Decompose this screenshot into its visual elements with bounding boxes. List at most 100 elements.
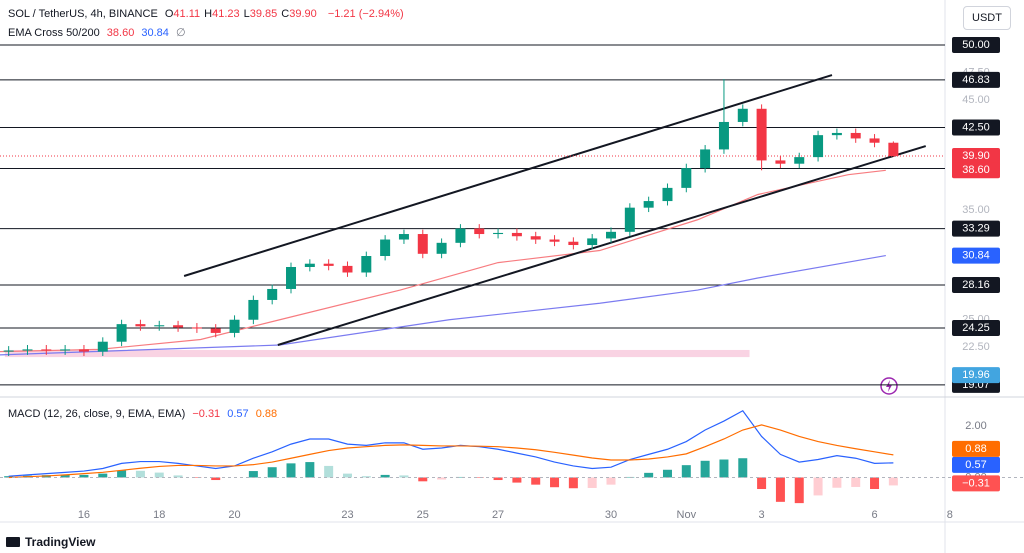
candle-body: [888, 142, 899, 157]
candle-body: [229, 319, 240, 333]
price-label: 30.84: [962, 249, 990, 261]
x-tick-label: 25: [417, 509, 429, 521]
candle-body: [455, 228, 466, 243]
histogram-bar: [700, 460, 710, 478]
change: −1.21 (−2.94%): [327, 8, 404, 20]
indicator-name: EMA Cross 50/200: [8, 27, 100, 39]
level-label: 28.16: [962, 279, 990, 291]
histogram-bar: [98, 473, 108, 478]
histogram-bar: [888, 477, 898, 486]
histogram-bar: [719, 459, 729, 478]
price-label: 38.60: [962, 164, 990, 176]
candle-body: [22, 349, 33, 351]
histogram-bar: [380, 474, 390, 478]
symbol-legend: SOL / TetherUS, 4h, BINANCE O41.11 H41.23…: [8, 8, 408, 20]
price-label: 19.96: [962, 369, 990, 381]
candle-body: [304, 263, 315, 267]
candle-body: [135, 324, 146, 327]
macd-line: [8, 424, 894, 479]
histogram-bar: [342, 473, 352, 478]
candle-body: [775, 160, 786, 164]
candle-body: [3, 350, 14, 352]
candle-body: [417, 234, 428, 254]
ohlc-key: O: [164, 8, 174, 20]
indicator-legend: EMA Cross 50/200 38.60 30.84 ∅: [8, 26, 190, 39]
macd-line-value: 0.57: [227, 408, 249, 420]
histogram-bar: [493, 477, 503, 481]
trendline: [277, 145, 927, 346]
histogram-bar: [192, 477, 202, 478]
histogram-bar: [606, 477, 616, 485]
candle-body: [41, 349, 52, 351]
currency-button[interactable]: USDT: [963, 6, 1011, 30]
histogram-bar: [173, 475, 183, 478]
histogram-bar: [531, 477, 541, 485]
ohlc-key: H: [204, 8, 213, 20]
candle-body: [267, 288, 278, 300]
candle-body: [737, 108, 748, 122]
level-label: 50.00: [962, 39, 990, 51]
y-tick-label: 22.50: [962, 341, 990, 353]
x-tick-label: 3: [759, 509, 765, 521]
histogram-bar: [851, 477, 861, 487]
candle-body: [813, 135, 824, 158]
candle-body: [681, 168, 692, 188]
histogram-bar: [775, 477, 785, 502]
candle-body: [154, 325, 165, 327]
candle-body: [511, 232, 522, 237]
ohlc: O41.11 H41.23 L39.85 C39.90: [165, 8, 321, 20]
candle-body: [493, 232, 504, 235]
candle-body: [436, 242, 447, 254]
histogram-bar: [644, 472, 654, 478]
candle-body: [549, 239, 560, 242]
macd-legend: MACD (12, 26, close, 9, EMA, EMA) −0.31 …: [8, 408, 281, 420]
price-label: 39.90: [962, 150, 990, 162]
macd-hist-value: −0.31: [192, 408, 221, 420]
x-tick-label: 16: [78, 509, 90, 521]
y-tick-label: 2.00: [965, 420, 986, 432]
histogram-bar: [870, 477, 880, 490]
histogram-bar: [135, 470, 145, 478]
candle-body: [587, 238, 598, 246]
level-label: 46.83: [962, 74, 990, 86]
macd-hist-label: −0.31: [962, 477, 990, 489]
candle-body: [831, 132, 842, 136]
candle-body: [173, 325, 184, 328]
ohlc-key: C: [281, 8, 290, 20]
level-label: 24.25: [962, 322, 990, 334]
price-pane: [0, 44, 945, 386]
histogram-bar: [418, 477, 428, 482]
candle-body: [116, 324, 127, 342]
histogram-bar: [267, 467, 277, 478]
histogram-bar: [399, 475, 409, 478]
histogram-bar: [324, 465, 334, 478]
candle-body: [869, 138, 880, 143]
histogram-bar: [738, 458, 748, 478]
histogram-bar: [794, 477, 804, 504]
x-tick-label: 6: [871, 509, 877, 521]
candle-body: [530, 236, 541, 240]
histogram-bar: [662, 469, 672, 478]
price-label-box: [952, 367, 1000, 384]
candle-body: [210, 328, 221, 333]
alert-icon-bolt: [886, 380, 892, 392]
histogram-bar: [757, 477, 767, 490]
candle-body: [624, 207, 635, 232]
brand-name: TradingView: [25, 535, 96, 549]
candle-body: [78, 349, 89, 352]
level-label-box: [952, 37, 1000, 54]
zone: [4, 349, 750, 358]
level-label-box: [952, 71, 1000, 88]
macd-pane: [4, 409, 898, 504]
candle-body: [248, 299, 259, 320]
candle-body: [60, 349, 71, 351]
histogram-bar: [832, 477, 842, 488]
histogram-bar: [79, 474, 89, 478]
level-label: 42.50: [962, 121, 990, 133]
ema-line: [0, 254, 886, 356]
macd-value-label: 0.57: [965, 459, 986, 471]
candle-body: [398, 234, 409, 240]
indicator-value: 38.60: [106, 27, 135, 39]
candle-body: [342, 265, 353, 273]
